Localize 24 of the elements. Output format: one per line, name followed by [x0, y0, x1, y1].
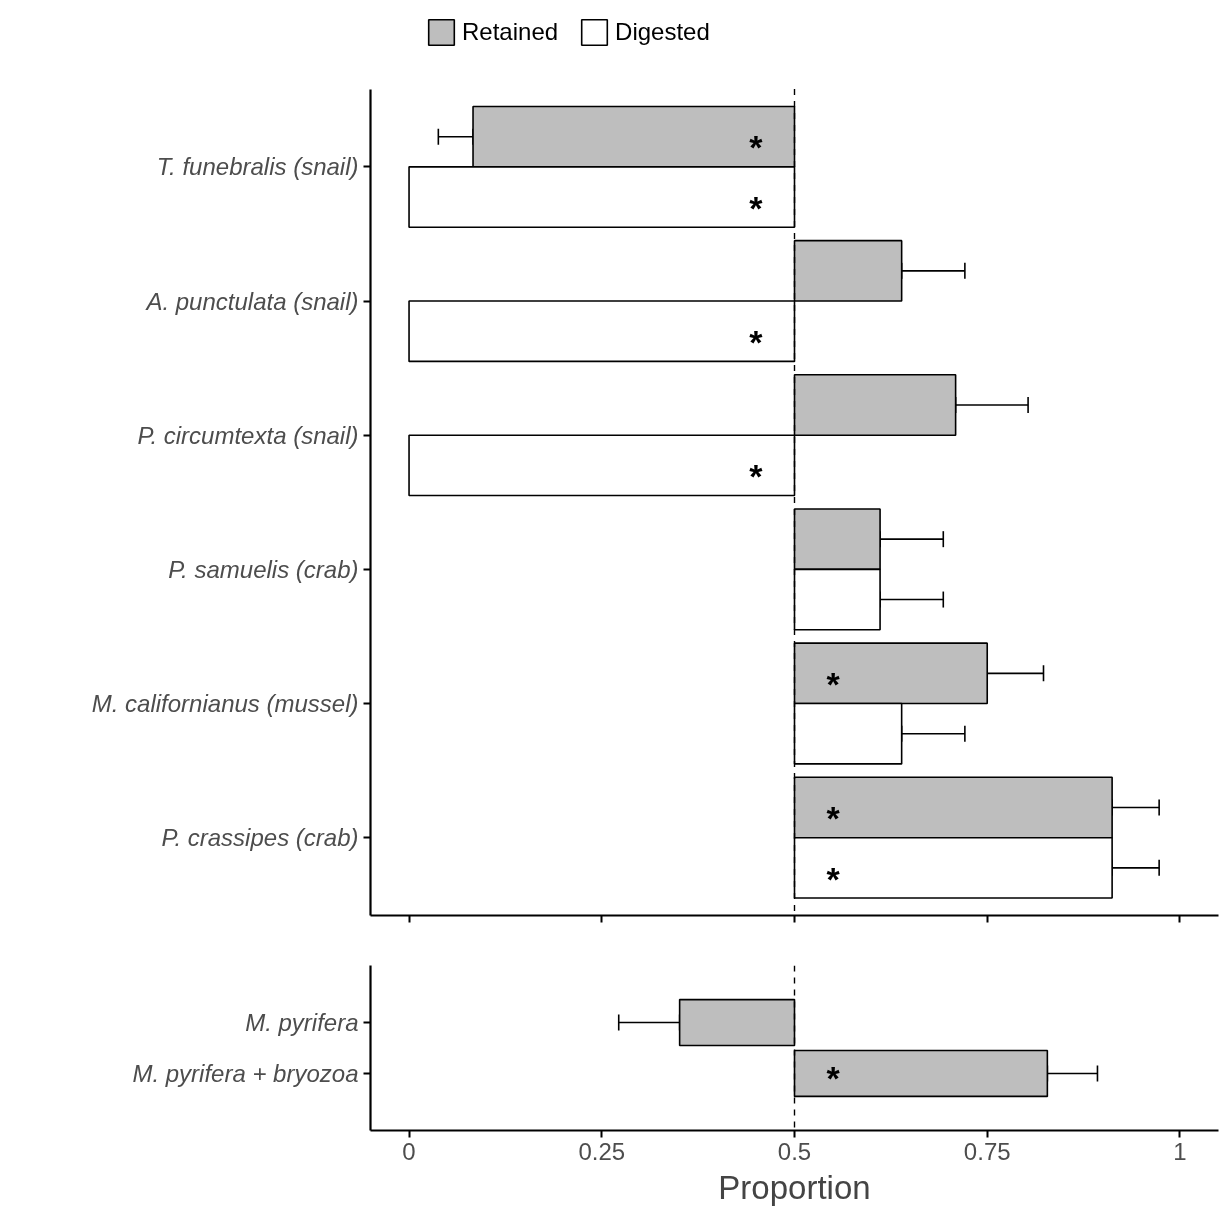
x-tick-label: 1 — [1173, 1137, 1187, 1165]
data-label: * — [749, 322, 764, 361]
data-label: * — [749, 188, 764, 227]
y-tick-label: T. funebralis (snail) — [156, 153, 359, 181]
x-tick-label: 0.25 — [578, 1137, 626, 1165]
x-axis-title: Proportion — [718, 1168, 871, 1206]
x-tick-label: 0 — [402, 1137, 416, 1165]
y-tick-label: M. californianus (mussel) — [91, 690, 359, 718]
y-tick-label: P. samuelis (crab) — [168, 555, 359, 583]
y-tick-label: A. punctulata (snail) — [144, 287, 359, 315]
x-tick-label: 0.5 — [777, 1137, 812, 1165]
legend-label: Digested — [615, 18, 710, 46]
data-label: * — [826, 1058, 841, 1097]
y-tick-label: M. pyrifera — [245, 1009, 359, 1037]
legend-label: Retained — [462, 18, 559, 46]
x-tick-label: 0.75 — [963, 1137, 1011, 1165]
y-tick-label: M. pyrifera + bryozoa — [132, 1059, 359, 1087]
y-tick-label: P. circumtexta (snail) — [137, 421, 359, 449]
y-tick-label: P. crassipes (crab) — [161, 824, 359, 852]
data-label: * — [826, 799, 841, 838]
data-label: * — [749, 128, 764, 167]
data-label: * — [826, 665, 841, 704]
data-label: * — [749, 457, 764, 496]
data-label: * — [826, 859, 841, 898]
